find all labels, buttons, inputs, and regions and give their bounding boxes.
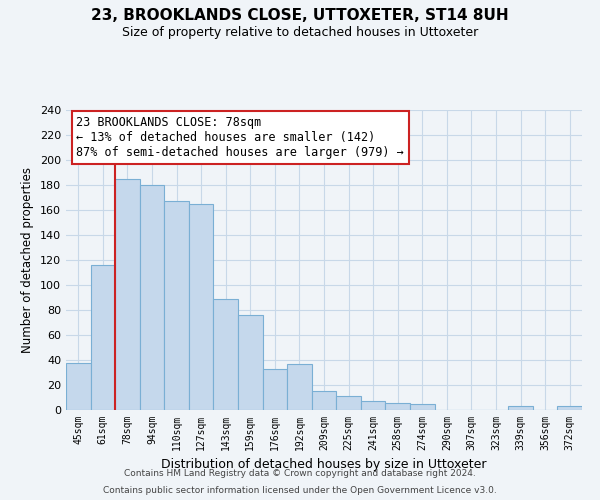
Text: Contains HM Land Registry data © Crown copyright and database right 2024.: Contains HM Land Registry data © Crown c… [124, 468, 476, 477]
Bar [410, 404, 434, 410]
X-axis label: Distribution of detached houses by size in Uttoxeter: Distribution of detached houses by size … [161, 458, 487, 471]
Y-axis label: Number of detached properties: Number of detached properties [22, 167, 34, 353]
Bar [508, 406, 533, 410]
Bar [312, 391, 336, 410]
Bar [361, 401, 385, 410]
Bar [214, 298, 238, 410]
Bar [336, 396, 361, 410]
Bar [66, 362, 91, 410]
Bar [189, 204, 214, 410]
Bar [557, 406, 582, 410]
Bar [238, 315, 263, 410]
Bar [91, 265, 115, 410]
Bar [164, 201, 189, 410]
Text: 23, BROOKLANDS CLOSE, UTTOXETER, ST14 8UH: 23, BROOKLANDS CLOSE, UTTOXETER, ST14 8U… [91, 8, 509, 22]
Text: Contains public sector information licensed under the Open Government Licence v3: Contains public sector information licen… [103, 486, 497, 495]
Bar [287, 364, 312, 410]
Bar [385, 402, 410, 410]
Text: Size of property relative to detached houses in Uttoxeter: Size of property relative to detached ho… [122, 26, 478, 39]
Bar [263, 369, 287, 410]
Bar [140, 185, 164, 410]
Bar [115, 179, 140, 410]
Text: 23 BROOKLANDS CLOSE: 78sqm
← 13% of detached houses are smaller (142)
87% of sem: 23 BROOKLANDS CLOSE: 78sqm ← 13% of deta… [76, 116, 404, 159]
